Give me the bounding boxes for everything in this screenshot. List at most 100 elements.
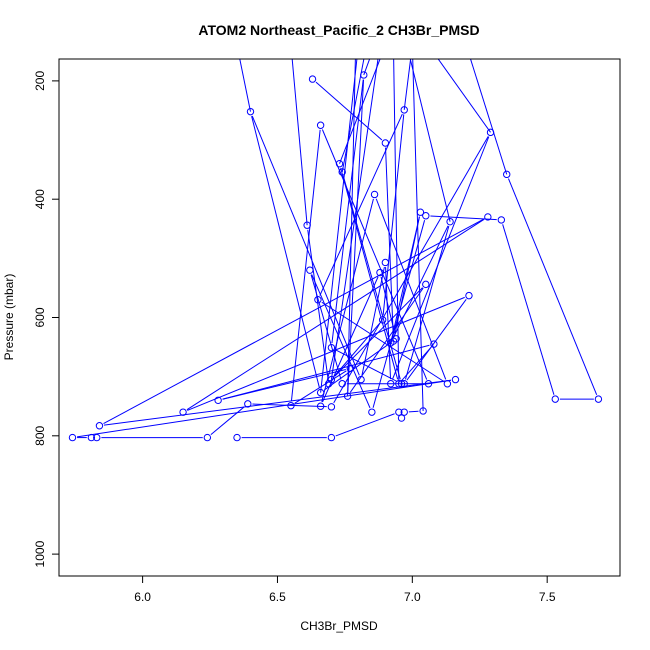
x-axis: 6.0 6.5 7.0 7.5 <box>134 575 556 604</box>
x-tick-label: 7.0 <box>404 590 421 604</box>
data-point <box>360 71 368 79</box>
series-line-segment <box>324 341 393 391</box>
series-line-segment <box>470 59 508 175</box>
series-line-segment <box>294 370 347 404</box>
y-tick-label: 1000 <box>33 540 47 567</box>
series-line-segment <box>335 413 395 437</box>
chart-title: ATOM2 Northeast_Pacific_2 CH3Br_PMSD <box>198 22 479 38</box>
data-point <box>325 380 333 388</box>
data-point <box>306 266 314 274</box>
series-line-segment <box>401 347 432 381</box>
data-point <box>387 339 395 347</box>
series-line-segment <box>103 218 485 425</box>
x-axis-label: CH3Br_PMSD <box>300 619 378 633</box>
data-point <box>400 380 408 388</box>
series-line-segment <box>380 276 396 335</box>
data-point <box>430 340 438 348</box>
data-markers <box>68 71 603 442</box>
series-line-segment <box>347 79 365 392</box>
data-point <box>387 380 395 388</box>
data-point <box>422 280 430 289</box>
data-point <box>422 212 430 220</box>
data-point <box>395 408 403 416</box>
data-point <box>370 190 379 199</box>
data-point <box>335 160 344 168</box>
offscreen-segments <box>239 59 508 411</box>
series-line-segment <box>382 114 405 316</box>
data-point <box>503 170 511 179</box>
series-line-segment <box>406 299 467 381</box>
series-line-segment <box>103 379 451 426</box>
series-line-segment <box>403 59 412 110</box>
series-line-segment <box>291 59 308 226</box>
series-line-segment <box>307 229 329 380</box>
data-point <box>327 343 336 352</box>
series-lines <box>76 79 598 439</box>
series-line-segment <box>408 410 419 413</box>
x-tick-label: 6.0 <box>134 590 151 604</box>
series-line-segment <box>331 79 364 344</box>
data-point <box>419 407 427 415</box>
data-point <box>338 168 346 176</box>
data-point <box>594 395 603 403</box>
data-point <box>68 433 77 442</box>
series-line-segment <box>385 147 394 337</box>
data-point <box>395 380 403 388</box>
data-point <box>338 380 346 388</box>
y-axis-label: Pressure (mbar) <box>2 274 16 361</box>
series-line-segment <box>409 59 451 222</box>
data-point <box>381 258 390 267</box>
data-point <box>446 217 454 226</box>
series-line-segment <box>187 296 465 411</box>
data-point <box>303 221 311 229</box>
series-line-segment <box>330 59 379 380</box>
series-line-segment <box>76 379 452 438</box>
data-point <box>400 408 408 416</box>
data-point <box>244 400 252 408</box>
series-line-segment <box>320 59 358 393</box>
data-point <box>314 296 322 304</box>
data-point <box>443 380 452 388</box>
data-point <box>93 433 101 442</box>
data-point <box>95 422 104 430</box>
data-point <box>203 433 212 442</box>
data-point <box>233 433 241 442</box>
data-point <box>246 107 255 116</box>
data-point <box>357 375 365 384</box>
series-line-segment <box>222 368 346 400</box>
data-point <box>316 402 325 410</box>
series-line-segment <box>437 59 491 133</box>
data-point <box>179 408 187 416</box>
x-tick-label: 7.5 <box>539 590 556 604</box>
series-line-segment <box>210 406 245 436</box>
data-point <box>346 364 354 373</box>
data-point <box>376 268 384 277</box>
series-line-segment <box>222 344 430 400</box>
data-point <box>497 216 506 224</box>
series-line-segment <box>315 81 383 141</box>
series-line-segment <box>311 274 371 409</box>
data-point <box>343 392 352 400</box>
series-line-segment <box>239 59 251 112</box>
series-line-segment <box>251 115 320 389</box>
series-line-segment <box>342 176 401 380</box>
data-point <box>327 403 336 411</box>
series-line-segment <box>321 198 374 402</box>
data-point <box>486 128 495 137</box>
data-point <box>316 121 325 129</box>
series-line-segment <box>507 178 598 396</box>
data-point <box>451 375 460 384</box>
data-point <box>287 401 295 410</box>
series-line-segment <box>321 129 428 380</box>
series-line-segment <box>361 266 385 376</box>
y-tick-label: 600 <box>33 307 47 327</box>
series-line-segment <box>334 323 381 377</box>
plot-area <box>68 59 603 442</box>
data-point <box>308 75 317 83</box>
series-line-segment <box>412 59 424 411</box>
series-line-segment <box>335 349 398 383</box>
series-line-segment <box>321 301 444 382</box>
data-point <box>397 414 406 422</box>
x-tick-label: 6.5 <box>269 590 286 604</box>
series-line-segment <box>363 59 371 76</box>
